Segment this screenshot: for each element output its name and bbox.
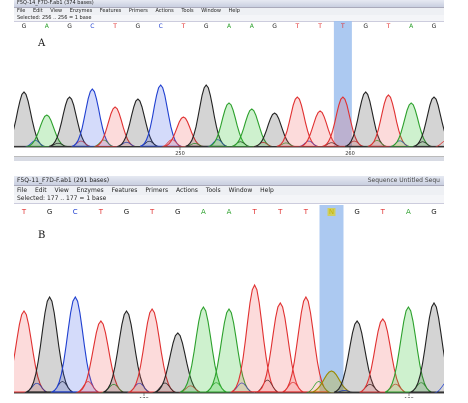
base-call-letter: G	[432, 23, 437, 30]
base-call-letter: G	[67, 23, 72, 30]
base-call-letter: C	[159, 23, 163, 30]
trace-peak-C	[71, 88, 114, 147]
base-call-letter: T	[294, 23, 299, 30]
horizontal-scrollbar[interactable]	[14, 156, 444, 161]
chromatogram-trace-b[interactable]: TGCTGTGAATTTNGTAG170180	[14, 203, 444, 398]
trace-peak-T	[77, 320, 125, 393]
menu-window[interactable]: Window	[201, 8, 221, 14]
menu-file[interactable]: File	[17, 8, 26, 14]
window-title-bar: F5Q-14_F7D-F.ab1 (374 bases)	[14, 0, 444, 8]
ruler-label: 180	[404, 397, 414, 398]
trace-peak-T	[127, 307, 178, 393]
base-call-letter: G	[204, 23, 209, 30]
selection-status: Selected: 256 .. 256 = 1 base	[14, 15, 444, 22]
base-call-letter: G	[354, 208, 359, 216]
menu-edit[interactable]: Edit	[34, 187, 47, 194]
ruler-label: 170	[139, 397, 149, 398]
base-call-letter: C	[90, 23, 94, 30]
menu-help[interactable]: Help	[228, 8, 240, 14]
base-call-letter: A	[45, 23, 50, 30]
menu-view[interactable]: View	[54, 187, 69, 194]
chromatogram-panel-a: F5Q-14_F7D-F.ab1 (374 bases) File Edit V…	[14, 0, 444, 162]
menu-window[interactable]: Window	[228, 187, 253, 194]
panel-label-b: B	[38, 230, 46, 241]
base-call-letter: T	[303, 208, 309, 216]
base-call-letter: T	[380, 208, 386, 216]
menu-bar: File Edit View Enzymes Features Primers …	[14, 8, 444, 15]
base-call-letter: T	[98, 208, 104, 216]
panel-label-a: A	[38, 38, 46, 49]
base-call-letter: T	[181, 23, 186, 30]
base-call-letter: T	[386, 23, 391, 30]
window-title: F5Q-14_F7D-F.ab1 (374 bases)	[17, 0, 94, 6]
menu-bar: File Edit View Enzymes Features Primers …	[14, 186, 444, 195]
trace-minor-peak	[433, 141, 444, 148]
selection-status: Selected: 177 .. 177 = 1 base	[14, 195, 444, 204]
trace-minor-peak	[304, 381, 333, 394]
base-call-letter: T	[277, 208, 283, 216]
trace-peak-G	[413, 96, 444, 147]
base-call-letter: A	[227, 23, 232, 30]
base-call-letter: G	[363, 23, 368, 30]
base-call-letter: G	[136, 23, 141, 30]
menu-primers[interactable]: Primers	[128, 8, 148, 14]
menu-features[interactable]: Features	[111, 187, 138, 194]
base-call-letter: T	[21, 208, 27, 216]
menu-enzymes[interactable]: Enzymes	[69, 8, 93, 14]
base-call-letter: G	[124, 208, 129, 216]
base-call-letter: T	[317, 23, 322, 30]
trace-peak-A	[385, 305, 432, 393]
trace-peak-G	[408, 301, 444, 393]
selected-base-highlight	[319, 205, 344, 393]
base-call-letter: A	[406, 208, 411, 216]
window-title-bar: F5Q-11_F7D-F.ab1 (291 bases) Sequence Un…	[14, 176, 444, 186]
trace-peak-T	[359, 318, 407, 393]
base-call-letter: T	[340, 23, 345, 30]
base-call-letter: G	[175, 208, 180, 216]
menu-view[interactable]: View	[50, 8, 63, 14]
menu-tools[interactable]: Tools	[181, 8, 194, 14]
chromatogram-trace-a[interactable]: G A G C T G C T G A A G T T T G T A G 250 260	[14, 21, 444, 161]
menu-help[interactable]: Help	[260, 187, 274, 194]
menu-edit[interactable]: Edit	[32, 8, 43, 14]
base-call-letter: G	[22, 23, 27, 30]
trace-peak-C	[50, 295, 101, 393]
window-controls[interactable]: Sequence Untitled Sequ	[367, 177, 440, 184]
trace-peak-G	[333, 320, 381, 393]
trace-peak-C	[139, 84, 182, 147]
base-call-letter: G	[47, 208, 52, 216]
base-call-letter: T	[149, 208, 155, 216]
ruler-label: 260	[345, 151, 355, 157]
menu-actions[interactable]: Actions	[176, 187, 198, 194]
trace-minor-peak	[432, 383, 444, 394]
menu-enzymes[interactable]: Enzymes	[76, 187, 104, 194]
menu-primers[interactable]: Primers	[145, 187, 169, 194]
window-title: F5Q-11_F7D-F.ab1 (291 bases)	[17, 177, 110, 184]
base-call-letter: A	[250, 23, 255, 30]
base-call-letter: T	[251, 208, 257, 216]
base-call-letter: T	[112, 23, 117, 30]
selected-base-highlight	[333, 21, 352, 147]
menu-file[interactable]: File	[17, 187, 28, 194]
menu-tools[interactable]: Tools	[205, 187, 221, 194]
base-call-letter: C	[73, 208, 78, 216]
base-call-letter: G	[272, 23, 277, 30]
menu-actions[interactable]: Actions	[155, 8, 174, 14]
trace-peak-T	[229, 283, 280, 393]
base-call-letter: A	[227, 208, 232, 216]
trace-peak-A	[180, 305, 227, 393]
trace-peak-G	[24, 295, 75, 393]
trace-peak-T	[255, 301, 306, 393]
chromatogram-panel-b: F5Q-11_F7D-F.ab1 (291 bases) Sequence Un…	[14, 176, 444, 398]
trace-peak-G	[344, 91, 387, 147]
ambiguous-base-box	[327, 208, 336, 216]
ruler-label: 250	[175, 151, 185, 157]
base-call-letter: A	[409, 23, 414, 30]
base-call-letter: A	[201, 208, 206, 216]
trace-peak-T	[280, 295, 331, 393]
menu-features[interactable]: Features	[99, 8, 122, 14]
base-call-letter: G	[431, 208, 436, 216]
